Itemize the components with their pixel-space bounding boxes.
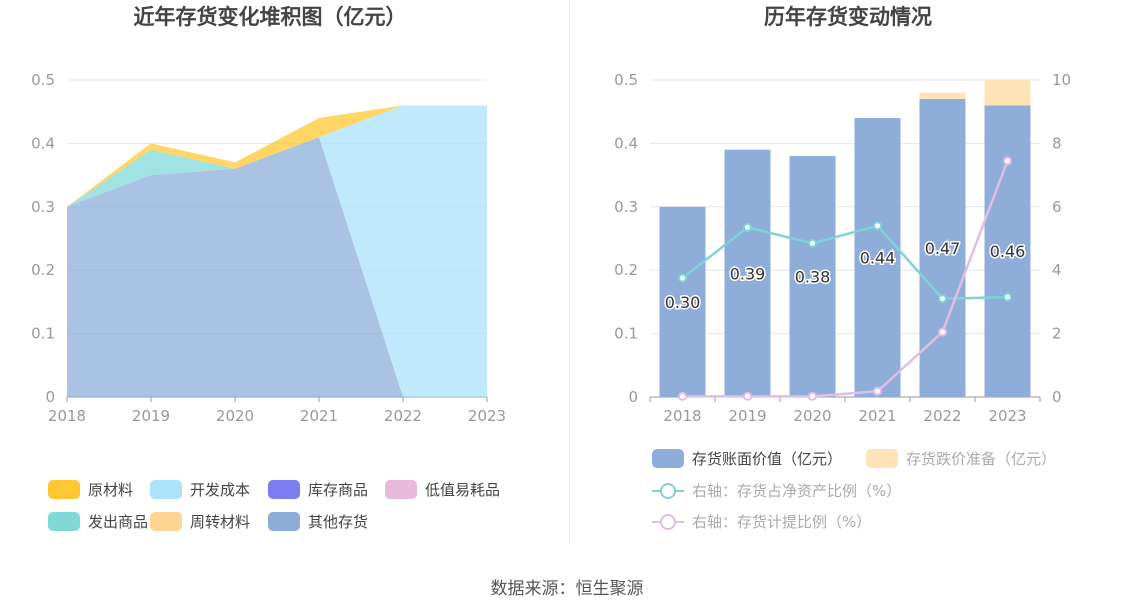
right-legend-label-3: 右轴：存货计提比例（%） [692, 513, 871, 531]
right-bar-label-2023: 0.46 [990, 242, 1026, 261]
right-line-point-1-2019 [743, 391, 752, 401]
right-y2-tick-5: 10 [1052, 71, 1071, 89]
left-legend-label-2: 库存商品 [308, 481, 368, 499]
left-x-tick-2022: 2022 [384, 407, 422, 425]
right-plot-area: 0 0.1 0.2 0.3 0.4 0.5 0 2 4 6 8 10 2018 2019 2020 2021 2… [614, 71, 1071, 425]
right-line-point-0-2020 [808, 238, 817, 248]
left-area-series-1 [67, 105, 487, 398]
right-x-tick-2019: 2019 [728, 407, 766, 425]
right-y2-tick-1: 2 [1052, 325, 1062, 343]
right-y-tick-5: 0.5 [614, 71, 638, 89]
left-legend-label-3: 低值易耗品 [425, 481, 500, 499]
left-legend-swatch-0 [48, 480, 80, 499]
right-y-tick-4: 0.4 [614, 134, 638, 152]
right-x-tick-2020: 2020 [793, 407, 831, 425]
right-legend-swatch-1 [866, 449, 898, 468]
right-line-point-0-2018 [678, 273, 687, 283]
charts-canvas: 近年存货变化堆积图（亿元） 历年存货变动情况 0 0.1 0.2 0.3 0.4 0.5 2… [31, 5, 1071, 531]
right-y2-tick-2: 4 [1052, 261, 1062, 279]
right-x-tick-2018: 2018 [663, 407, 701, 425]
right-line-point-0-2022 [938, 294, 947, 304]
left-y-tick-2: 0.2 [31, 261, 55, 279]
right-line-point-0-2023 [1003, 292, 1012, 302]
left-y-tick-1: 0.1 [31, 325, 55, 343]
right-bar-1-2022 [919, 92, 966, 100]
right-y2-tick-4: 8 [1052, 134, 1062, 152]
right-bar-0-2021 [854, 118, 901, 397]
left-y-tick-4: 0.4 [31, 134, 55, 152]
left-area-series-2 [67, 105, 487, 207]
left-y-tick-0: 0 [45, 388, 55, 406]
right-bar-0-2019 [724, 149, 771, 397]
right-line-point-0-2021 [873, 221, 882, 231]
right-line-0 [681, 224, 1008, 300]
right-bar-label-2022: 0.47 [925, 239, 961, 258]
left-y-tick-5: 0.5 [31, 71, 55, 89]
right-y2-tick-3: 6 [1052, 198, 1062, 216]
right-bar-1-2023 [984, 80, 1031, 106]
right-line-point-1-2021 [873, 386, 882, 396]
right-x-tick-2023: 2023 [988, 407, 1026, 425]
left-x-tick-2018: 2018 [48, 407, 86, 425]
right-bar-label-2018: 0.30 [665, 293, 701, 312]
right-y-tick-2: 0.2 [614, 261, 638, 279]
data-source-note: 数据来源：恒生聚源 [490, 579, 644, 599]
right-legend-label-1: 存货跌价准备（亿元） [906, 450, 1056, 468]
right-legend-marker-3 [660, 514, 676, 530]
right-line-point-1-2020 [808, 391, 817, 401]
right-bar-0-2018 [659, 206, 706, 397]
left-legend-swatch-4 [48, 512, 80, 531]
right-x-tick-2021: 2021 [858, 407, 896, 425]
left-x-tick-2020: 2020 [216, 407, 254, 425]
right-legend: 存货账面价值（亿元） 存货跌价准备（亿元） 右轴：存货占净资产比例（%） 右轴：存货计… [652, 449, 1056, 531]
left-plot-area: 0 0.1 0.2 0.3 0.4 0.5 2018 2019 2020 2021 2022 2023 [31, 71, 506, 425]
left-legend-swatch-2 [268, 480, 300, 499]
chart-divider [569, 0, 570, 545]
left-legend-swatch-1 [150, 480, 182, 499]
right-line-point-1-2023 [1003, 156, 1012, 166]
right-y-tick-3: 0.3 [614, 198, 638, 216]
left-chart-title: 近年存货变化堆积图（亿元） [134, 5, 407, 29]
left-legend-label-0: 原材料 [88, 481, 133, 499]
right-line-point-1-2018 [678, 391, 687, 401]
left-legend-label-1: 开发成本 [190, 481, 250, 499]
left-legend-label-6: 其他存货 [308, 513, 368, 531]
right-bar-label-2020: 0.38 [795, 268, 831, 287]
right-bar-label-2021: 0.44 [860, 249, 896, 268]
left-legend-swatch-5 [150, 512, 182, 531]
left-x-tick-2023: 2023 [468, 407, 506, 425]
right-bar-label-2019: 0.39 [730, 264, 766, 283]
right-legend-label-0: 存货账面价值（亿元） [692, 450, 842, 468]
left-y-tick-3: 0.3 [31, 198, 55, 216]
right-y-tick-0: 0 [628, 388, 638, 406]
right-legend-marker-2 [660, 483, 676, 499]
right-line-point-1-2022 [938, 327, 947, 337]
right-chart-title: 历年存货变动情况 [764, 5, 932, 29]
right-bar-0-2020 [789, 156, 836, 397]
right-legend-label-2: 右轴：存货占净资产比例（%） [692, 482, 901, 500]
left-x-tick-2021: 2021 [300, 407, 338, 425]
right-legend-swatch-0 [652, 449, 684, 468]
right-line-1 [682, 160, 1009, 398]
left-legend-label-5: 周转材料 [190, 513, 250, 531]
left-legend-swatch-3 [385, 480, 417, 499]
right-y-tick-1: 0.1 [614, 325, 638, 343]
right-x-tick-2022: 2022 [923, 407, 961, 425]
left-legend-swatch-6 [268, 512, 300, 531]
left-legend-label-4: 发出商品 [88, 513, 148, 531]
right-line-point-0-2019 [743, 222, 752, 232]
left-x-tick-2019: 2019 [132, 407, 170, 425]
right-y2-tick-0: 0 [1052, 388, 1062, 406]
right-bar-0-2023 [984, 105, 1031, 398]
